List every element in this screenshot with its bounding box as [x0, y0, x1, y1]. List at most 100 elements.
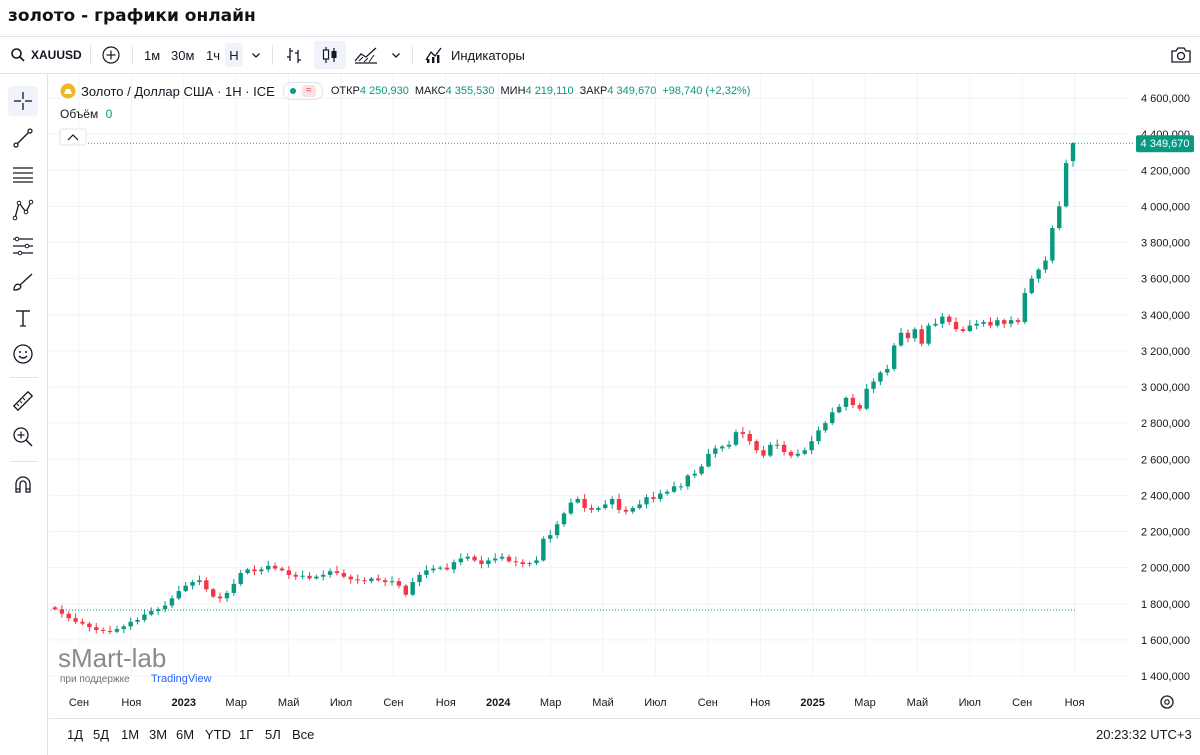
range-5y[interactable]: 5Л — [265, 727, 281, 742]
price-tick-label: 1 400,000 — [1141, 671, 1190, 683]
time-tick-label: Сен — [383, 697, 403, 709]
interval-1m[interactable]: 1м — [144, 47, 161, 63]
horizontal-lines-icon — [13, 167, 33, 183]
price-tick-label: 2 000,000 — [1141, 563, 1190, 575]
candle-body — [307, 575, 312, 579]
candle-body — [919, 329, 924, 344]
range-1y[interactable]: 1Г — [239, 727, 254, 742]
candle-body — [362, 580, 367, 582]
pattern-tool[interactable] — [8, 195, 38, 225]
interval-1h[interactable]: 1ч — [206, 47, 221, 63]
watermark-partner: TradingView — [151, 673, 212, 685]
crosshair-tool[interactable] — [8, 86, 38, 116]
forecast-tool[interactable] — [8, 231, 38, 261]
interval-dropdown[interactable] — [250, 37, 262, 73]
candle-body — [836, 406, 842, 413]
magnet-tool[interactable] — [8, 470, 38, 500]
candle-body — [795, 453, 801, 456]
measure-tool[interactable] — [8, 386, 38, 416]
candle-body — [981, 321, 986, 324]
candle-body — [960, 329, 966, 332]
search-icon — [11, 48, 25, 62]
emoji-tool[interactable] — [8, 339, 38, 369]
candle-body — [754, 441, 759, 451]
compare-symbol-button[interactable] — [101, 37, 121, 73]
candle-body — [568, 502, 574, 514]
symbol-label: XAUUSD — [31, 48, 82, 62]
candle-body — [486, 560, 491, 565]
price-tick-label: 2 400,000 — [1141, 490, 1190, 502]
top-toolbar: XAUUSD 1м 30м 1ч Н Индикаторы — [0, 36, 1200, 74]
candle-body — [204, 580, 209, 590]
time-tick-label: Мар — [854, 697, 876, 709]
clock[interactable]: 20:23:32 UTC+3 — [1096, 727, 1192, 742]
candle-body — [720, 446, 725, 449]
zoom-in-tool[interactable] — [8, 422, 38, 452]
bars-style-button[interactable] — [284, 37, 304, 73]
price-tick-label: 2 600,000 — [1141, 454, 1190, 466]
range-ytd[interactable]: YTD — [205, 727, 231, 742]
candles-series — [52, 142, 1076, 634]
snapshot-button[interactable] — [1170, 37, 1192, 73]
collapse-button[interactable] — [59, 128, 87, 146]
candle-body — [891, 345, 897, 369]
range-6m[interactable]: 6М — [176, 727, 195, 742]
interval-30m[interactable]: 30м — [171, 47, 195, 63]
time-tick-label: 2024 — [486, 697, 511, 709]
candle-body — [513, 561, 519, 563]
candle-body — [114, 629, 120, 632]
candle-body — [300, 575, 305, 577]
instrument-title[interactable]: Золото / Доллар США · 1Н · ICE — [81, 83, 275, 99]
trend-line-tool[interactable] — [8, 123, 38, 153]
candle-body — [424, 570, 429, 575]
candle-body — [988, 321, 993, 326]
forecast-icon — [13, 236, 33, 256]
symbol-search-button[interactable]: XAUUSD — [10, 37, 82, 73]
area-style-button[interactable] — [354, 37, 378, 73]
candle-body — [238, 573, 243, 584]
market-status-badge[interactable]: ≈ — [282, 82, 323, 100]
candle-body — [967, 325, 973, 332]
volume-legend[interactable]: Объём 0 — [60, 107, 112, 121]
range-5d[interactable]: 5Д — [93, 727, 110, 742]
candle-body — [341, 573, 347, 577]
candle-body — [334, 571, 340, 574]
range-all[interactable]: Все — [292, 727, 315, 742]
candles-style-button[interactable] — [314, 41, 346, 69]
open-label: ОТКР — [330, 85, 360, 97]
candle-body — [451, 562, 457, 570]
candle-body — [541, 538, 546, 561]
candle-body — [327, 571, 333, 575]
price-tick-label: 1 600,000 — [1141, 635, 1190, 647]
candle-body — [589, 508, 594, 510]
candle-body — [1015, 320, 1021, 322]
candle-body — [493, 558, 498, 561]
time-tick-label: Ноя — [1065, 697, 1085, 709]
trend-line-icon — [13, 128, 33, 148]
candle-body — [658, 493, 663, 499]
indicators-button[interactable]: Индикаторы — [424, 37, 525, 73]
candle-body — [80, 621, 85, 624]
candle-body — [1029, 278, 1034, 294]
candle-body — [403, 585, 408, 595]
candle-body — [437, 567, 443, 569]
horizontal-lines-tool[interactable] — [8, 159, 38, 189]
candle-body — [369, 578, 374, 582]
time-tick-label: Сен — [698, 697, 718, 709]
candle-body — [479, 560, 484, 565]
low-label: МИН — [500, 85, 526, 97]
range-3m[interactable]: 3М — [149, 727, 168, 742]
candle-body — [940, 316, 945, 324]
brush-tool[interactable] — [8, 267, 38, 297]
chart-type-dropdown[interactable] — [390, 37, 402, 73]
range-1d[interactable]: 1Д — [67, 727, 84, 742]
candle-body — [231, 583, 237, 593]
chart-settings-button[interactable] — [1160, 695, 1174, 709]
time-tick-label: Май — [907, 697, 929, 709]
chart-area[interactable]: 4 600,000 4 400,000 4 200,000 4 000,000 3 80… — [49, 74, 1200, 755]
range-1m[interactable]: 1М — [121, 727, 140, 742]
indicators-label: Индикаторы — [451, 47, 525, 63]
interval-week[interactable]: Н — [225, 43, 243, 67]
text-tool[interactable] — [8, 303, 38, 333]
